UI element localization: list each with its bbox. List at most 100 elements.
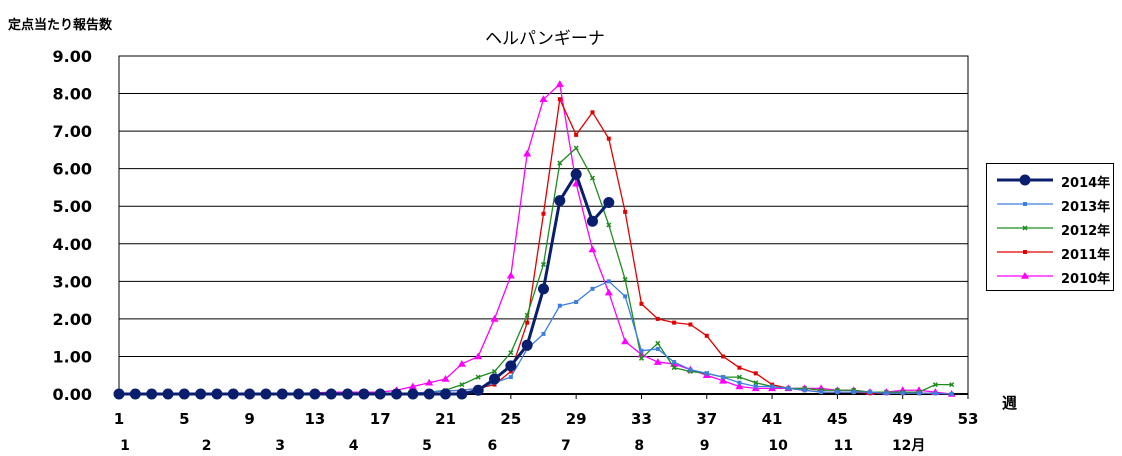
data-point (162, 388, 174, 400)
month-label: 4 (349, 438, 359, 454)
series-0 (113, 168, 615, 400)
data-point (917, 391, 922, 396)
data-point (574, 299, 579, 304)
data-point (407, 388, 419, 400)
data-point (933, 391, 938, 396)
data-point (489, 373, 501, 385)
y-tick-label: 8.00 (53, 85, 92, 104)
y-tick-label: 1.00 (53, 347, 92, 366)
legend-swatch-1 (997, 202, 1053, 206)
month-label: 11 (834, 438, 853, 454)
legend-item-3: 2011年 (995, 241, 1113, 263)
data-point (342, 388, 354, 400)
data-point (586, 215, 598, 227)
legend-marker (1022, 225, 1028, 231)
month-label: 12月 (892, 438, 925, 454)
data-point (753, 371, 758, 376)
data-point (440, 388, 452, 400)
data-point (508, 350, 514, 356)
data-point (639, 348, 644, 353)
data-point (525, 320, 530, 325)
month-label: 5 (422, 438, 432, 454)
data-point (474, 352, 483, 360)
legend-swatch-4 (997, 272, 1053, 279)
x-tick-label: 5 (179, 410, 189, 428)
data-point (574, 132, 579, 137)
month-label: 6 (487, 438, 497, 454)
plot-area (118, 55, 969, 395)
data-point (244, 388, 256, 400)
x-tick-label: 17 (370, 410, 391, 428)
data-point (868, 390, 873, 395)
data-point (475, 374, 481, 380)
y-tick-label: 9.00 (53, 47, 92, 66)
data-point (441, 374, 450, 382)
data-point (490, 314, 499, 322)
data-point (588, 245, 597, 253)
data-point (508, 369, 513, 374)
data-point (655, 316, 660, 321)
data-point (309, 388, 321, 400)
y-tick-label: 3.00 (53, 272, 92, 291)
x-tick-label: 45 (827, 410, 848, 428)
data-point (541, 211, 546, 216)
legend-swatch-3 (997, 250, 1053, 254)
legend-swatch-0 (997, 174, 1053, 186)
data-point (704, 333, 709, 338)
month-label: 2 (202, 438, 212, 454)
x-tick-label: 49 (892, 410, 913, 428)
legend-item-1: 2013年 (995, 193, 1113, 215)
data-point (423, 388, 435, 400)
y-tick-label: 0.00 (53, 385, 92, 404)
data-point (425, 378, 434, 386)
series-3 (117, 97, 954, 396)
data-point (457, 359, 466, 367)
legend-item-4: 2010年 (995, 265, 1113, 287)
x-tick-label: 33 (631, 410, 652, 428)
data-point (655, 346, 660, 351)
legend: 2014年 2013年 2012年 2011年 2010年 (986, 163, 1114, 291)
y-tick-label: 5.00 (53, 197, 92, 216)
data-point (557, 160, 563, 166)
data-point (737, 365, 742, 370)
data-point (819, 390, 824, 395)
data-point (835, 390, 840, 395)
data-point (672, 360, 677, 365)
data-point (554, 195, 566, 207)
data-point (293, 388, 305, 400)
data-point (672, 320, 677, 325)
data-point (719, 376, 728, 384)
data-point (211, 388, 223, 400)
y-tick-label: 2.00 (53, 310, 92, 329)
data-point (508, 375, 513, 380)
x-tick-label: 29 (566, 410, 587, 428)
data-point (655, 340, 661, 346)
data-point (491, 368, 498, 374)
legend-marker (1021, 272, 1029, 279)
series-line-1 (119, 280, 952, 395)
legend-item-2: 2012年 (995, 217, 1113, 239)
legend-label-4: 2010年 (1061, 272, 1111, 287)
data-point (227, 388, 239, 400)
month-label: 7 (561, 438, 571, 454)
data-point (391, 388, 403, 400)
data-point (260, 388, 272, 400)
data-point (557, 303, 562, 308)
data-point (606, 279, 611, 284)
month-label: 9 (700, 438, 710, 454)
x-tick-label: 53 (958, 410, 979, 428)
data-point (129, 388, 141, 400)
y-tick-label: 6.00 (53, 160, 92, 179)
month-label: 1 (120, 438, 130, 454)
data-point (590, 286, 595, 291)
legend-swatch-2 (997, 225, 1053, 231)
y-axis-title: 定点当たり報告数 (8, 18, 113, 33)
data-point (786, 386, 791, 391)
data-point (472, 384, 484, 396)
data-point (113, 388, 125, 400)
x-axis-title: 週 (1002, 394, 1018, 412)
data-point (325, 388, 337, 400)
data-point (538, 283, 549, 295)
data-point (604, 288, 613, 296)
